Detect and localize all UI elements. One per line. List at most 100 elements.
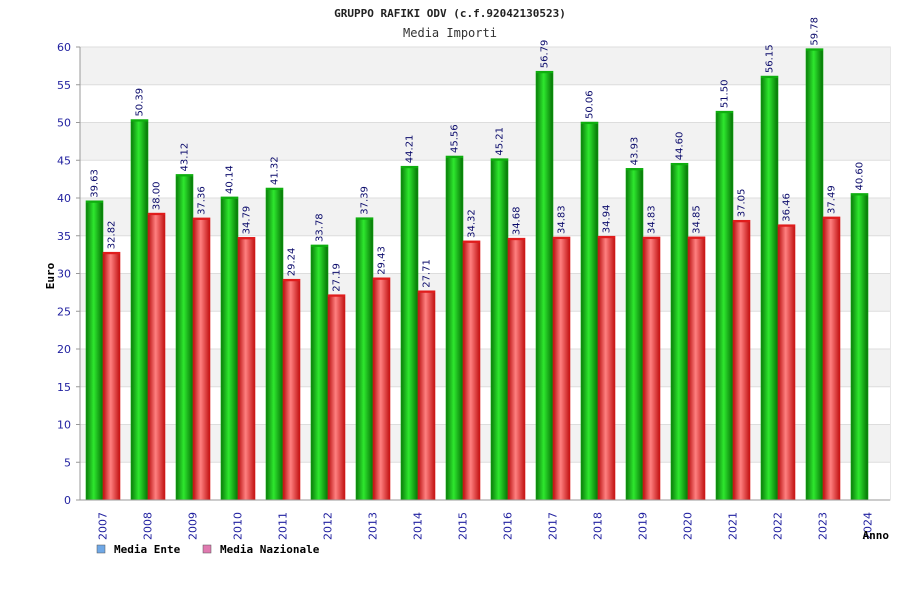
bar-media-nazionale-2022 [777,224,796,501]
value-label: 43.93 [630,137,641,166]
legend-label-media-nazionale: Media Nazionale [220,543,320,556]
bar-media-nazionale-2020 [687,236,706,501]
bar-media-nazionale-2017 [552,236,571,501]
x-tick-label: 2024 [862,512,875,540]
bar-cap [536,71,553,74]
y-tick-label: 50 [57,117,71,130]
y-tick-label: 0 [64,494,71,507]
bar-media-ente-2010 [220,196,239,501]
x-tick-label: 2016 [502,512,515,540]
bar-cap [643,237,660,240]
value-label: 34.68 [512,207,523,236]
value-label: 34.83 [557,205,568,234]
bar-media-ente-2013 [355,217,374,501]
bar-media-nazionale-2015 [462,240,481,501]
y-tick-label: 15 [57,381,71,394]
x-tick-label: 2015 [457,512,470,540]
value-label: 29.43 [377,246,388,275]
bar-cap [221,196,238,199]
bar-media-ente-2021 [715,110,734,501]
chart-subtitle: Media Importi [403,26,497,40]
value-label: 56.15 [765,44,776,73]
y-tick-label: 30 [57,268,71,281]
value-label: 39.63 [90,169,101,198]
y-tick-label: 20 [57,343,71,356]
bar-cap [778,224,795,227]
value-label: 40.60 [855,162,866,191]
value-label: 51.50 [720,80,731,109]
bar-media-ente-2015 [445,155,464,501]
bar-cap [103,252,120,255]
grid-band [80,198,890,236]
bars [85,48,869,501]
bar-media-ente-2008 [130,119,149,501]
legend-swatch-media-nazionale [202,544,212,554]
value-label: 37.36 [197,186,208,215]
bar-cap [598,236,615,239]
bar-cap [463,240,480,243]
bar-media-ente-2011 [265,187,284,501]
bar-cap [823,216,840,219]
value-label: 41.32 [270,156,281,185]
grid-band [80,424,890,463]
bar-media-nazionale-2007 [102,251,121,501]
bar-media-ente-2009 [175,174,194,501]
bar-cap [328,294,345,297]
value-labels: 39.63 32.82 50.39 38.00 43.12 37.36 40.14 34.79… [90,17,866,292]
grid-band [80,122,890,161]
value-label: 40.14 [225,165,236,194]
bar-cap [418,290,435,293]
grid-band [80,349,890,387]
bar-media-nazionale-2019 [642,236,661,501]
bar-cap [553,237,570,240]
value-label: 27.71 [422,259,433,288]
bar-media-ente-2007 [85,200,104,501]
bar-cap [401,166,418,169]
bar-cap [761,76,778,79]
bar-cap [508,238,525,241]
bar-media-nazionale-2023 [822,216,841,501]
bar-media-ente-2017 [535,70,554,501]
bar-cap [446,156,463,159]
bar-cap [193,217,210,220]
y-axis-label: Euro [44,262,57,289]
y-tick-label: 40 [57,192,71,205]
bar-media-ente-2016 [490,158,509,501]
bar-media-ente-2020 [670,162,689,501]
x-tick-label: 2023 [817,512,830,540]
bar-cap [806,48,823,51]
x-tick-label: 2017 [547,512,560,540]
value-label: 36.46 [782,193,793,222]
bar-cap [716,111,733,114]
bar-media-nazionale-2014 [417,290,436,501]
bar-cap [283,279,300,282]
bar-cap [851,193,868,196]
y-tick-label: 5 [64,456,71,469]
chart-title: GRUPPO RAFIKI ODV (c.f.92042130523) [334,7,566,20]
bar-media-ente-2023 [805,48,824,501]
bar-cap [131,119,148,122]
bar-media-nazionale-2016 [507,237,526,501]
bar-media-nazionale-2009 [192,217,211,501]
bar-cap [238,237,255,240]
bar-cap [671,163,688,166]
bar-media-nazionale-2018 [597,235,616,501]
y-tick-label: 55 [57,79,71,92]
bar-cap [176,174,193,177]
x-tick-label: 2013 [367,512,380,540]
x-axis-label: Anno [863,529,890,542]
value-label: 59.78 [810,17,821,46]
value-label: 37.49 [827,185,838,214]
y-tick-label: 45 [57,154,71,167]
bar-cap [373,277,390,280]
bar-cap [581,122,598,125]
bar-cap [148,213,165,216]
value-label: 44.60 [675,132,686,161]
value-label: 50.06 [585,90,596,119]
x-tick-label: 2008 [142,512,155,540]
bar-media-nazionale-2011 [282,278,301,501]
bar-cap [733,220,750,223]
bar-cap [491,158,508,161]
bar-cap [688,236,705,239]
